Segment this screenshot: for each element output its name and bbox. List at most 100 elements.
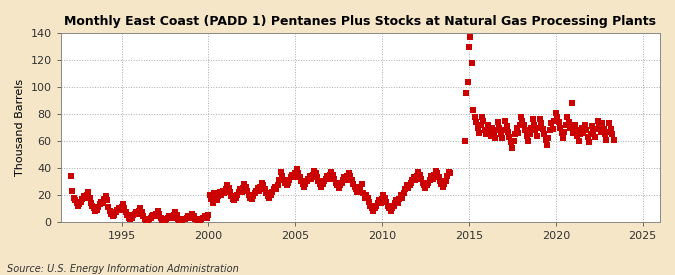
Point [554,120,564,124]
Point [304,174,315,178]
Text: Source: U.S. Energy Information Administration: Source: U.S. Energy Information Administ… [7,264,238,274]
Point [68,195,79,200]
Point [217,189,228,193]
Point [77,197,88,201]
Point [90,209,101,213]
Point [157,218,167,222]
Point [248,194,259,198]
Point [595,129,606,134]
Point [362,195,373,200]
Point [574,139,585,143]
Point [365,204,376,208]
Point [330,180,341,185]
Point [589,135,600,139]
Point [421,183,432,188]
Point [167,216,178,220]
Point [472,125,483,130]
Point [555,125,566,130]
Point [303,177,314,181]
Point [495,132,506,136]
Point [562,115,573,119]
Point [536,121,547,126]
Point [109,213,119,217]
Point [197,216,208,220]
Point [290,171,300,175]
Point [435,179,446,183]
Point [103,205,114,209]
Point [310,171,321,175]
Point [239,182,250,186]
Point [124,216,134,220]
Point [296,179,306,183]
Point [332,183,343,188]
Point [510,132,520,136]
Point [287,172,298,177]
Point [359,195,370,200]
Point [319,179,329,183]
Point [216,192,227,197]
Point [549,119,560,123]
Point [254,189,265,193]
Point [188,214,199,219]
Point [238,186,248,190]
Point [316,185,327,189]
Point [588,129,599,134]
Point [321,174,332,178]
Point [578,131,589,135]
Point [487,125,497,130]
Point [598,127,609,131]
Point [526,125,537,130]
Point [377,197,387,201]
Point [232,192,243,197]
Point [466,61,477,65]
Point [511,125,522,130]
Point [83,190,94,194]
Point [153,209,163,213]
Point [279,180,290,185]
Point [493,120,504,124]
Point [97,201,108,205]
Point [278,178,289,182]
Point [387,206,398,210]
Point [580,128,591,133]
Point [584,140,595,145]
Point [234,190,244,194]
Point [423,180,434,185]
Point [171,213,182,217]
Point [277,174,288,178]
Point [293,171,304,175]
Point [356,182,367,186]
Point [504,135,515,139]
Point [91,207,102,212]
Point [443,170,454,174]
Point [604,121,615,126]
Point [338,178,348,182]
Point [210,195,221,200]
Point [168,213,179,217]
Point [391,198,402,202]
Point [516,115,526,119]
Point [269,185,280,189]
Point [427,177,438,181]
Point [396,192,406,197]
Point [597,121,608,126]
Point [327,172,338,177]
Point [349,185,360,189]
Point [513,131,524,135]
Point [74,202,85,207]
Point [539,132,549,136]
Point [354,187,364,192]
Point [252,186,263,190]
Point [258,183,269,188]
Point [125,217,136,221]
Point [345,174,356,178]
Point [426,174,437,178]
Point [250,189,261,193]
Point [559,129,570,134]
Point [206,197,217,201]
Point [203,213,214,217]
Point [406,180,416,185]
Point [306,177,317,181]
Point [502,124,512,128]
Point [570,128,581,133]
